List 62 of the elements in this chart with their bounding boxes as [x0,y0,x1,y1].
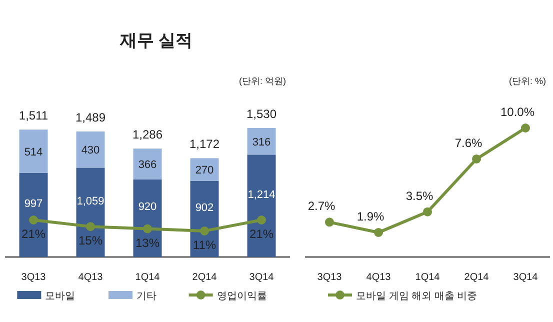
total-label: 1,530 [246,107,277,121]
total-label: 1,286 [132,128,163,142]
point [374,228,383,237]
x-tick-label: 3Q13 [317,272,342,283]
total-label: 1,489 [75,110,106,124]
bar [76,131,105,168]
legend-label: 영업이익률 [216,291,267,302]
legend-label: 모바일 게임 해외 매출 비중 [356,291,478,302]
data-label: 997 [24,198,43,210]
chart-subtitle: (단위: %) [509,76,546,86]
chart-subtitle: (단위: 억원) [239,76,286,86]
total-label: 1,172 [189,137,220,152]
data-label: 21% [21,227,46,241]
x-tick-label: 3Q14 [249,272,274,283]
data-label: 430 [81,144,100,157]
point [521,124,530,132]
point [423,207,432,216]
bar [76,168,105,257]
data-label: 920 [138,201,157,214]
data-label: 514 [24,146,43,158]
x-tick-label: 4Q13 [366,272,392,283]
bar [247,128,276,155]
data-label: 1.9% [356,209,384,224]
total-label: 1,511 [18,108,48,123]
x-tick-label: 3Q14 [513,272,538,283]
x-tick-label: 3Q13 [21,272,46,283]
x-tick-label: 4Q13 [78,272,104,283]
legend-label: 기타 [136,291,156,302]
data-label: 316 [252,136,271,148]
data-label: 10.0% [500,105,535,119]
bar [19,130,48,173]
bar [19,172,48,257]
data-label: 15% [78,234,103,248]
x-tick-label: 2Q14 [192,272,218,283]
bar [190,158,219,181]
data-label: 7.6% [454,136,482,150]
data-label: 1,059 [76,195,104,208]
data-label: 902 [195,202,214,214]
point [143,224,152,234]
bar [190,180,219,257]
x-tick-label: 2Q14 [464,272,490,283]
data-label: 13% [135,236,160,250]
data-label: 3.5% [406,188,434,203]
point [200,226,209,236]
data-label: 2.7% [308,199,336,214]
data-label: 21% [249,227,274,241]
bar [247,154,276,257]
data-label: 366 [138,159,157,171]
point [257,216,266,224]
point [472,154,481,164]
x-tick-label: 1Q14 [415,272,440,283]
bar [133,179,162,257]
point [86,222,95,232]
point [29,216,38,224]
data-label: 1,214 [248,188,276,201]
point [325,218,334,227]
data-label: 11% [192,238,216,252]
legend-label: 모바일 [45,291,76,302]
x-tick-label: 1Q14 [135,272,160,283]
data-label: 270 [195,164,214,177]
bar [133,148,162,180]
chart-title: 재무 실적 [119,31,193,50]
